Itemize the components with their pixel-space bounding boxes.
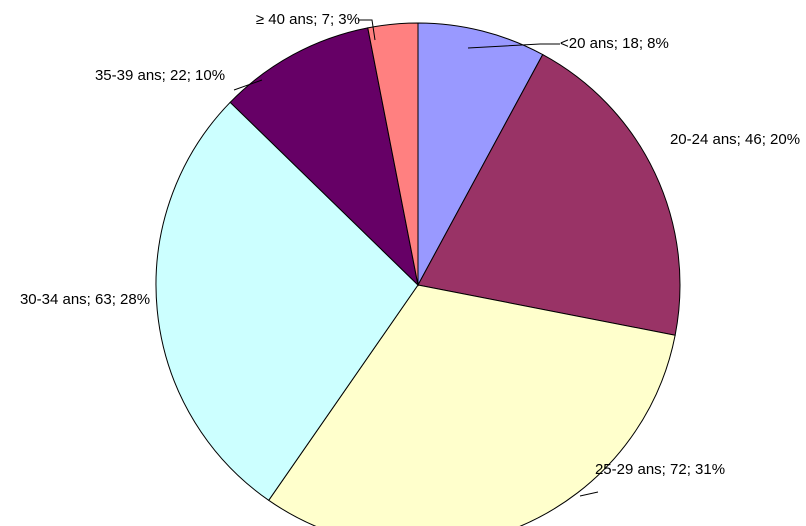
pie-slice <box>417 22 544 286</box>
data-label: 35-39 ans; 22; 10% <box>94 67 226 84</box>
pie-slice <box>268 284 676 526</box>
leader-line <box>467 43 560 49</box>
data-label: 20-24 ans; 46; 20% <box>669 131 801 148</box>
leader-line <box>579 491 599 497</box>
pie-slice <box>367 22 419 286</box>
pie-slice <box>229 27 419 287</box>
pie-slice <box>155 101 419 502</box>
leader-line <box>358 19 376 41</box>
data-label: ≥ 40 ans; 7; 3% <box>255 11 360 28</box>
leader-line <box>233 79 263 91</box>
pie-slice <box>417 53 681 336</box>
data-label: 30-34 ans; 63; 28% <box>19 291 151 308</box>
data-label: <20 ans; 18; 8% <box>560 35 669 52</box>
data-label: 25-29 ans; 72; 31% <box>594 461 726 478</box>
